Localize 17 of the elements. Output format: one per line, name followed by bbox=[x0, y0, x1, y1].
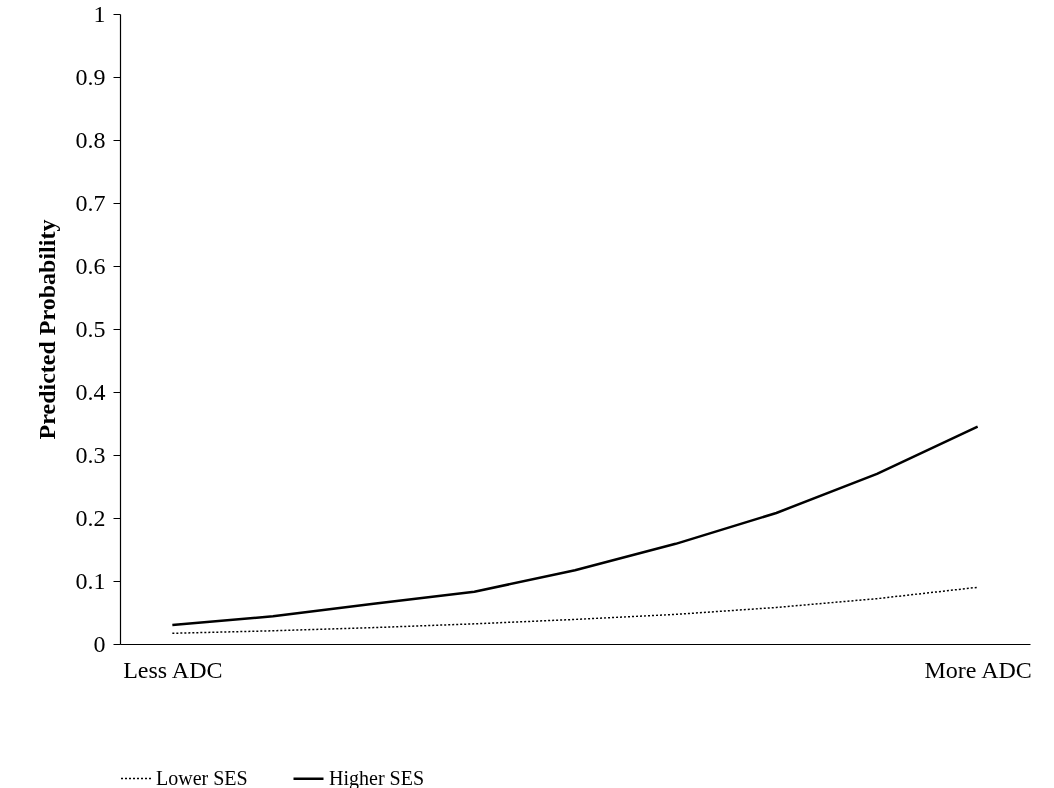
y-tick-label: 0.5 bbox=[75, 315, 106, 342]
y-tick-label: 0.4 bbox=[75, 378, 106, 405]
legend-label: Lower SES bbox=[156, 766, 248, 788]
y-tick-label: 1 bbox=[93, 0, 106, 27]
line-series bbox=[171, 425, 979, 627]
x-tick-label: Less ADC bbox=[123, 656, 223, 683]
y-tick-label: 0.2 bbox=[75, 504, 106, 531]
y-axis-title: Predicted Probability bbox=[33, 219, 60, 440]
y-tick-label: 0.3 bbox=[75, 441, 106, 468]
y-tick-label: 0 bbox=[93, 630, 106, 657]
y-tick-label: 0.1 bbox=[75, 567, 106, 594]
y-tick-label: 0.7 bbox=[75, 189, 106, 216]
y-tick-label: 0.8 bbox=[75, 126, 106, 153]
y-tick-label: 0.9 bbox=[75, 63, 106, 90]
x-tick-label: More ADC bbox=[924, 656, 1032, 683]
y-tick-label: 0.6 bbox=[75, 252, 106, 279]
line-series bbox=[171, 586, 979, 635]
